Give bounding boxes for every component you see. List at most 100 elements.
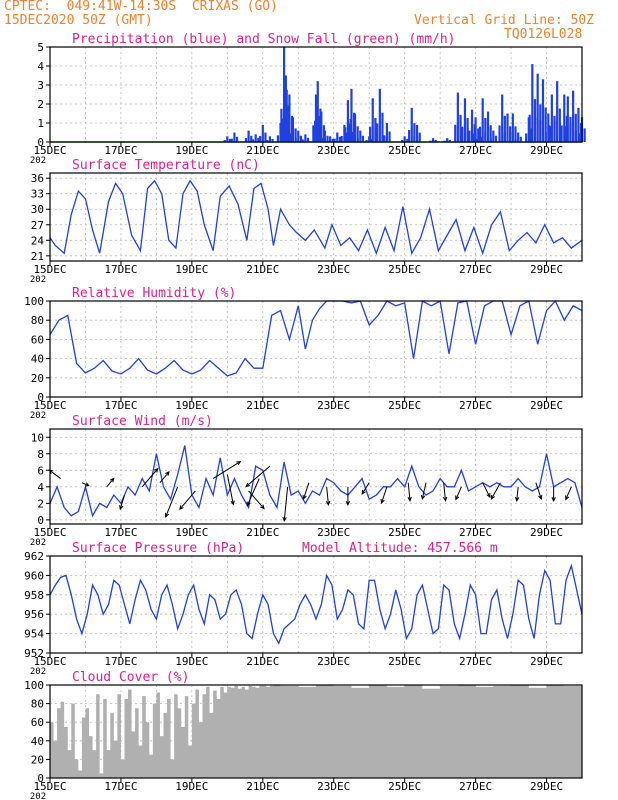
precipitation-bar: [326, 140, 329, 142]
wind-vector-head: [119, 505, 124, 511]
x-tick-label: 17DEC: [104, 144, 137, 157]
precipitation-bar: [282, 118, 285, 142]
y-tick-label: 962: [24, 550, 44, 563]
precipitation-bar: [446, 138, 449, 142]
x-tick-label: 19DEC: [175, 780, 208, 793]
pressure-title: Surface Pressure (hPa): [72, 541, 244, 556]
precipitation-bar: [410, 107, 413, 142]
x-tick-label: 25DEC: [388, 526, 421, 539]
x-year-label: 202: [30, 275, 46, 285]
precipitation-bar: [544, 107, 547, 142]
x-tick-label: 23DEC: [317, 655, 350, 668]
y-tick-label: 80: [31, 698, 44, 711]
wind-vector-head: [236, 460, 242, 466]
precipitation-bar: [418, 132, 421, 142]
x-tick-label: 29DEC: [530, 655, 563, 668]
y-tick-label: 20: [31, 753, 44, 766]
wind-vector-head: [302, 494, 307, 500]
wind-vector: [516, 486, 519, 501]
precip-title: Precipitation (blue) and Snow Fall (gree…: [72, 32, 456, 47]
wind-vector: [246, 478, 260, 506]
x-tick-label: 21DEC: [246, 526, 279, 539]
precipitation-bar: [470, 109, 474, 142]
wind-vector: [106, 478, 115, 488]
wind-vector: [490, 482, 501, 500]
x-tick-label: 23DEC: [317, 780, 350, 793]
y-tick-label: 0: [37, 514, 44, 527]
wind-vector-head: [230, 500, 235, 506]
precipitation-bar: [548, 125, 551, 142]
y-tick-label: 0: [37, 391, 44, 404]
x-tick-label: 23DEC: [317, 526, 350, 539]
x-tick-label: 21DEC: [246, 263, 279, 276]
panel-frame: [49, 300, 583, 398]
precipitation-bar: [321, 138, 324, 142]
precipitation-bar: [456, 92, 459, 142]
precipitation-bar: [294, 138, 297, 142]
precipitation-bar: [230, 138, 233, 142]
y-tick-label: 4: [37, 60, 44, 73]
wind-vector-head: [245, 482, 251, 488]
wind-vector-head: [84, 482, 90, 487]
x-tick-label: 21DEC: [246, 780, 279, 793]
precipitation-bar: [484, 117, 487, 142]
cloud-panel: 0 20 40 60 80 100 15DEC 17DEC 19DEC 21DEC 23DEC 25D…: [24, 670, 583, 800]
wind-series-line: [49, 445, 583, 518]
precipitation-bar: [468, 130, 471, 142]
precipitation-bar: [503, 115, 506, 142]
y-tick-label: 3: [37, 79, 44, 92]
x-tick-label: 23DEC: [317, 263, 350, 276]
x-tick-label: 25DEC: [388, 263, 421, 276]
x-tick-label: 27DEC: [459, 780, 492, 793]
x-year-label: 202: [30, 411, 46, 421]
precipitation-bar: [280, 108, 283, 142]
precipitation-bar: [228, 138, 232, 142]
model-code: TQ0126L028: [504, 27, 583, 42]
pressure-panel: 952 954 956 958 960 962 15DEC 17DEC 19DEC 21DEC 23…: [24, 541, 583, 677]
y-tick-label: 21: [31, 250, 44, 263]
precipitation-bar: [297, 130, 300, 142]
precipitation-bar: [498, 125, 501, 142]
precipitation-bar: [583, 128, 586, 142]
precipitation-bar: [376, 123, 379, 142]
precipitation-bar: [223, 140, 226, 142]
precipitation-bar: [247, 130, 250, 142]
precipitation-bar: [329, 136, 332, 142]
y-tick-label: 80: [31, 314, 44, 327]
precipitation-bar: [533, 118, 537, 142]
precipitation-bar: [288, 94, 291, 142]
x-tick-label: 17DEC: [104, 526, 137, 539]
wind-vector-head: [380, 498, 385, 505]
precipitation-bar: [250, 135, 253, 142]
precipitation-bar: [400, 140, 404, 142]
precipitation-bar: [226, 136, 229, 142]
panel-frame: [49, 46, 583, 143]
precipitation-bar: [356, 138, 359, 142]
wind-vector-head: [442, 496, 448, 502]
precipitation-bar: [558, 108, 561, 142]
y-tick-label: 40: [31, 735, 44, 748]
precipitation-bar: [525, 133, 528, 142]
precipitation-bar: [383, 135, 386, 142]
precipitation-bar: [320, 111, 323, 142]
wind-vector-head: [109, 477, 115, 483]
precipitation-bar: [514, 138, 517, 142]
precipitation-bar: [413, 136, 416, 142]
x-tick-label: 19DEC: [175, 655, 208, 668]
y-tick-label: 30: [31, 203, 44, 216]
y-tick-label: 2: [37, 98, 44, 111]
wind-vector-head: [282, 516, 287, 522]
y-tick-label: 2: [37, 497, 44, 510]
precipitation-bar: [333, 138, 336, 142]
x-tick-label: 21DEC: [246, 144, 279, 157]
y-tick-label: 10: [31, 431, 44, 444]
y-tick-label: 0: [37, 772, 44, 785]
precipitation-bar: [528, 114, 531, 142]
precipitation-bar: [574, 130, 577, 142]
y-tick-label: 100: [24, 679, 44, 692]
x-tick-label: 29DEC: [530, 263, 563, 276]
precipitation-bar: [572, 90, 575, 142]
precipitation-bar: [289, 133, 292, 142]
wind-vector: [482, 482, 491, 498]
precipitation-bar: [259, 136, 262, 142]
